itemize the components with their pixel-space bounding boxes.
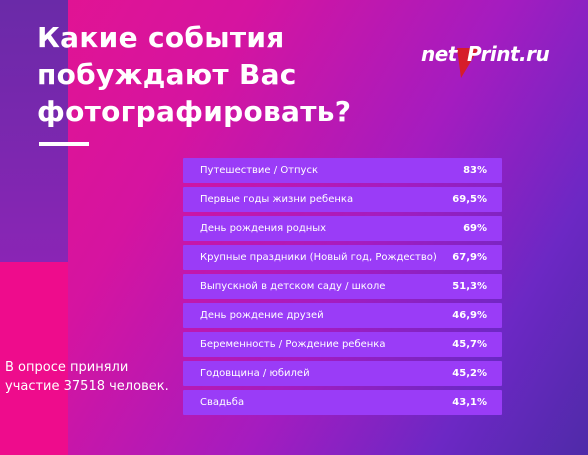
survey-bar-chart: Путешествие / Отпуск 83% Первые годы жизни… <box>183 158 502 415</box>
bar-value: 46,9% <box>452 310 487 321</box>
title-line-3: фотографировать? <box>37 95 352 128</box>
bar-label: Выпускной в детском саду / школе <box>200 281 386 292</box>
bar-label: Крупные праздники (Новый год, Рождество) <box>200 252 437 263</box>
bar-row: День рождения родных 69% <box>183 216 502 241</box>
title-line-2: побуждают Вас <box>37 58 297 91</box>
title-underline <box>39 142 89 146</box>
bar-row: День рождение друзей 46,9% <box>183 303 502 328</box>
bar-row: Первые годы жизни ребенка 69,5% <box>183 187 502 212</box>
logo-text-print: Print.ru <box>467 42 550 66</box>
bar-label: Беременность / Рождение ребенка <box>200 339 386 350</box>
decor-block-bottom <box>0 262 68 455</box>
bar-label: Первые годы жизни ребенка <box>200 194 354 205</box>
bar-row: Выпускной в детском саду / школе 51,3% <box>183 274 502 299</box>
bar-row: Путешествие / Отпуск 83% <box>183 158 502 183</box>
bar-value: 43,1% <box>452 397 487 408</box>
logo-triangle-icon <box>457 48 479 78</box>
bar-row: Свадьба 43,1% <box>183 390 502 415</box>
bar-label: Годовщина / юбилей <box>200 368 310 379</box>
logo-text-net: net <box>421 42 457 66</box>
bar-row: Беременность / Рождение ребенка 45,7% <box>183 332 502 357</box>
bar-value: 69,5% <box>452 194 487 205</box>
bar-row: Годовщина / юбилей 45,2% <box>183 361 502 386</box>
bar-label: Путешествие / Отпуск <box>200 165 319 176</box>
bar-label: День рождения родных <box>200 223 327 234</box>
bar-label: Свадьба <box>200 397 245 408</box>
bar-value: 51,3% <box>452 281 487 292</box>
bar-value: 67,9% <box>452 252 487 263</box>
survey-note: В опросе приняли участие 37518 человек. <box>5 360 169 394</box>
page-title: Какие события побуждают Вас фотографиров… <box>37 19 351 130</box>
decor-block-top <box>0 0 68 262</box>
title-line-1: Какие события <box>37 21 285 54</box>
bar-value: 83% <box>463 165 487 176</box>
netprint-logo: net Print.ru <box>421 40 567 78</box>
bar-label: День рождение друзей <box>200 310 324 321</box>
bar-row: Крупные праздники (Новый год, Рождество)… <box>183 245 502 270</box>
bar-value: 69% <box>463 223 487 234</box>
bar-value: 45,2% <box>452 368 487 379</box>
bar-value: 45,7% <box>452 339 487 350</box>
